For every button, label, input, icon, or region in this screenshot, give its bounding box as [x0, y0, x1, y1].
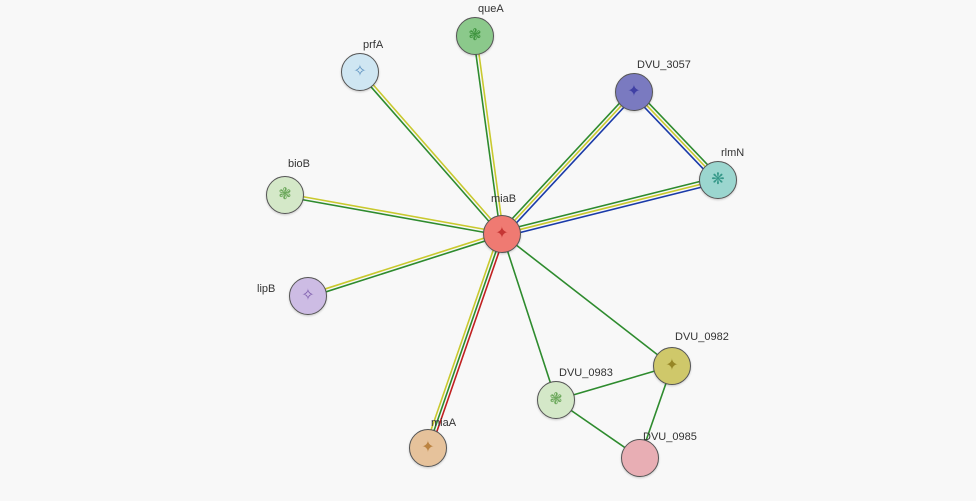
node-circle[interactable]: ❃ [266, 176, 304, 214]
node-label: DVU_3057 [637, 59, 691, 71]
node-label: DVU_0985 [643, 431, 697, 443]
node-DVU_0983[interactable]: ❃DVU_0983 [537, 381, 575, 419]
protein-structure-icon: ❋ [711, 172, 724, 188]
protein-structure-icon: ❃ [549, 392, 562, 408]
protein-structure-icon: ✧ [301, 288, 314, 304]
node-circle[interactable]: ❃ [537, 381, 575, 419]
node-miaA[interactable]: ✦miaA [409, 429, 447, 467]
node-rlmN[interactable]: ❋rlmN [699, 161, 737, 199]
node-queA[interactable]: ❃queA [456, 17, 494, 55]
node-label: miaA [431, 417, 456, 429]
node-circle[interactable]: ✧ [289, 277, 327, 315]
node-circle[interactable] [621, 439, 659, 477]
edge-line [308, 233, 502, 295]
node-label: lipB [257, 283, 275, 295]
node-bioB[interactable]: ❃bioB [266, 176, 304, 214]
node-lipB[interactable]: ✧lipB [289, 277, 327, 315]
node-circle[interactable]: ✦ [615, 73, 653, 111]
node-label: DVU_0983 [559, 367, 613, 379]
node-circle[interactable]: ✧ [341, 53, 379, 91]
node-label: prfA [363, 39, 383, 51]
node-circle[interactable]: ✦ [653, 347, 691, 385]
edge-line [500, 90, 632, 232]
protein-structure-icon: ❃ [278, 187, 291, 203]
edge-line [502, 180, 718, 234]
edge-line [502, 234, 672, 366]
edge-line [428, 234, 502, 448]
edge-line [308, 235, 502, 297]
edge-line [503, 183, 719, 237]
protein-structure-icon: ✦ [627, 84, 640, 100]
protein-structure-icon: ❃ [468, 28, 481, 44]
node-label: rlmN [721, 147, 744, 159]
protein-structure-icon: ✧ [353, 64, 366, 80]
edge-line [502, 92, 634, 234]
edge-line [285, 196, 502, 235]
edge-line [425, 233, 499, 447]
edge-line [502, 234, 556, 400]
node-miaB[interactable]: ✦miaB [483, 215, 521, 253]
node-label: miaB [491, 193, 516, 205]
node-label: bioB [288, 158, 310, 170]
node-label: DVU_0982 [675, 331, 729, 343]
node-circle[interactable]: ❋ [699, 161, 737, 199]
node-label: queA [478, 3, 504, 15]
node-prfA[interactable]: ✧prfA [341, 53, 379, 91]
node-DVU_0985[interactable]: DVU_0985 [621, 439, 659, 477]
protein-structure-icon: ✦ [495, 226, 508, 242]
edge-line [504, 94, 636, 236]
node-circle[interactable]: ❃ [456, 17, 494, 55]
node-DVU_3057[interactable]: ✦DVU_3057 [615, 73, 653, 111]
protein-structure-icon: ✦ [665, 358, 678, 374]
node-circle[interactable]: ✦ [409, 429, 447, 467]
node-circle[interactable]: ✦ [483, 215, 521, 253]
node-DVU_0982[interactable]: ✦DVU_0982 [653, 347, 691, 385]
protein-structure-icon: ✦ [421, 440, 434, 456]
